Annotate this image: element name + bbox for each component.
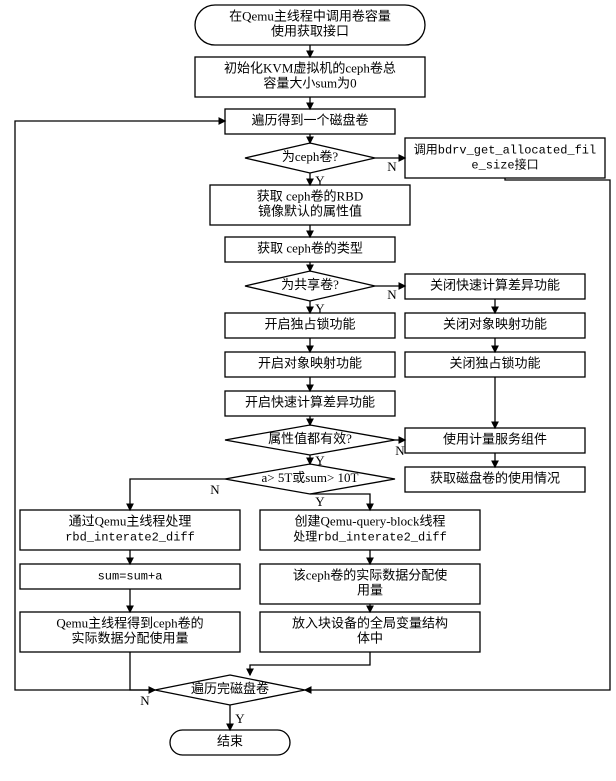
svg-text:Y: Y	[315, 301, 325, 316]
svg-text:rbd_interate2_diff: rbd_interate2_diff	[65, 531, 195, 545]
svg-text:处理rbd_interate2_diff: 处理rbd_interate2_diff	[293, 530, 447, 545]
svg-text:属性值都有效?: 属性值都有效?	[268, 431, 352, 446]
svg-text:关闭快速计算差异功能: 关闭快速计算差异功能	[430, 277, 560, 292]
svg-text:镜像默认的属性值: 镜像默认的属性值	[258, 203, 362, 218]
svg-text:N: N	[387, 159, 397, 174]
svg-text:为共享卷?: 为共享卷?	[281, 277, 339, 292]
svg-text:开启快速计算差异功能: 开启快速计算差异功能	[245, 394, 375, 409]
svg-text:体中: 体中	[357, 630, 383, 645]
svg-text:容量大小sum为0: 容量大小sum为0	[263, 75, 356, 90]
svg-text:结束: 结束	[217, 733, 243, 748]
svg-text:获取磁盘卷的使用情况: 获取磁盘卷的使用情况	[430, 470, 560, 485]
svg-text:N: N	[395, 443, 405, 458]
svg-text:遍历得到一个磁盘卷: 遍历得到一个磁盘卷	[251, 112, 368, 127]
svg-text:初始化KVM虚拟机的ceph卷总: 初始化KVM虚拟机的ceph卷总	[224, 60, 396, 75]
svg-text:创建Qemu-query-block线程: 创建Qemu-query-block线程	[295, 513, 446, 528]
svg-text:放入块设备的全局变量结构: 放入块设备的全局变量结构	[292, 615, 448, 630]
svg-text:Y: Y	[235, 711, 245, 726]
svg-text:通过Qemu主线程处理: 通过Qemu主线程处理	[69, 513, 192, 528]
svg-text:该ceph卷的实际数据分配使: 该ceph卷的实际数据分配使	[293, 567, 448, 582]
svg-text:关闭对象映射功能: 关闭对象映射功能	[443, 316, 547, 331]
svg-text:Y: Y	[315, 494, 325, 509]
svg-text:为ceph卷?: 为ceph卷?	[282, 149, 339, 164]
svg-text:实际数据分配使用量: 实际数据分配使用量	[71, 630, 188, 645]
svg-text:遍历完磁盘卷: 遍历完磁盘卷	[191, 681, 269, 696]
flowchart-stage: 在Qemu主线程中调用卷容量使用获取接口初始化KVM虚拟机的ceph卷总容量大小…	[0, 0, 616, 781]
svg-text:开启独占锁功能: 开启独占锁功能	[264, 316, 355, 331]
svg-text:使用计量服务组件: 使用计量服务组件	[443, 431, 547, 446]
svg-text:获取 ceph卷的RBD: 获取 ceph卷的RBD	[257, 188, 364, 203]
svg-text:使用获取接口: 使用获取接口	[271, 23, 349, 38]
svg-text:获取 ceph卷的类型: 获取 ceph卷的类型	[257, 240, 363, 255]
svg-text:sum=sum+a: sum=sum+a	[98, 570, 163, 584]
svg-text:关闭独占锁功能: 关闭独占锁功能	[449, 355, 540, 370]
svg-text:e_size接口: e_size接口	[471, 157, 538, 173]
svg-text:Y: Y	[315, 173, 325, 188]
svg-text:N: N	[140, 693, 150, 708]
svg-text:N: N	[210, 482, 220, 497]
svg-text:开启对象映射功能: 开启对象映射功能	[258, 355, 362, 370]
svg-text:用量: 用量	[357, 582, 383, 597]
svg-text:在Qemu主线程中调用卷容量: 在Qemu主线程中调用卷容量	[229, 8, 391, 23]
svg-text:Qemu主线程得到ceph卷的: Qemu主线程得到ceph卷的	[56, 615, 203, 630]
svg-text:调用bdrv_get_allocated_fil: 调用bdrv_get_allocated_fil	[414, 143, 596, 158]
svg-text:a> 5T或sum> 10T: a> 5T或sum> 10T	[262, 470, 359, 485]
svg-text:N: N	[387, 287, 397, 302]
svg-text:Y: Y	[315, 453, 325, 468]
